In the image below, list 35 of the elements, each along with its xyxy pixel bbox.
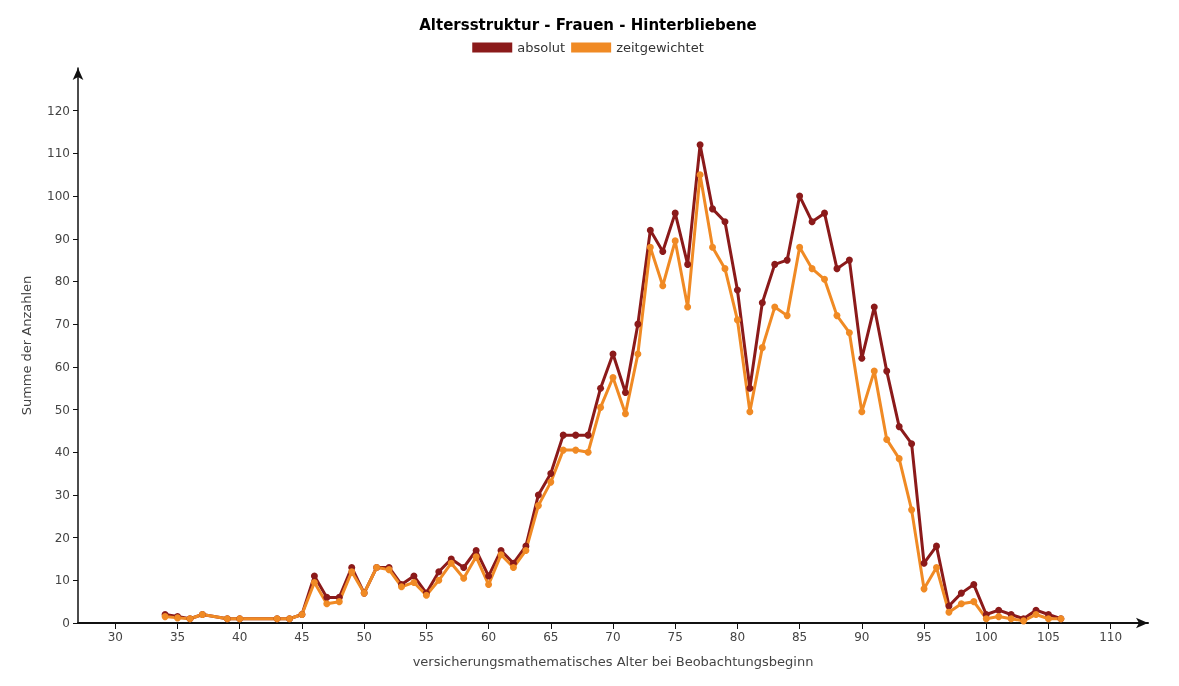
y-tick-label: 110 (47, 146, 70, 161)
x-tick-label: 90 (854, 630, 870, 644)
legend-label: zeitgewichtet (616, 40, 704, 55)
y-tick-label: 90 (54, 231, 70, 246)
x-tick-label: 75 (667, 630, 683, 644)
y-tick-label: 60 (54, 359, 70, 374)
y-tick-label: 30 (54, 487, 70, 502)
y-tick-label: 80 (54, 274, 70, 289)
y-tick-label: 40 (54, 445, 70, 460)
x-tick-label: 45 (294, 630, 310, 644)
y-tick-label: 0 (62, 616, 70, 630)
y-tick-label: 10 (54, 573, 70, 588)
y-tick-label: 20 (54, 530, 70, 545)
x-axis-title: versicherungsmathematisches Alter bei Beobachtungsbeginn (412, 654, 814, 669)
y-tick-label: 70 (54, 317, 70, 332)
x-tick-label: 70 (605, 630, 621, 644)
x-tick-label: 50 (356, 630, 372, 644)
y-tick-label: 120 (47, 103, 70, 118)
y-axis-title: Summe der Anzahlen (19, 275, 34, 416)
x-tick-label: 95 (916, 630, 932, 644)
legend-label: absolut (517, 40, 566, 55)
x-tick-label: 85 (791, 630, 808, 644)
x-tick-label: 30 (107, 630, 123, 644)
x-tick-label: 35 (169, 630, 186, 644)
y-tick-label: 100 (47, 189, 70, 204)
x-tick-label: 65 (543, 630, 559, 644)
x-tick-label: 55 (418, 630, 435, 644)
x-tick-label: 80 (729, 630, 746, 644)
x-tick-label: 100 (974, 630, 998, 644)
x-tick-label: 40 (232, 630, 248, 644)
x-tick-label: 105 (1037, 630, 1060, 644)
x-tick-label: 110 (1099, 630, 1123, 644)
chart-title: Altersstruktur - Frauen - Hinterbliebene (419, 15, 757, 34)
x-tick-label: 60 (480, 630, 497, 644)
y-tick-label: 50 (54, 402, 70, 417)
